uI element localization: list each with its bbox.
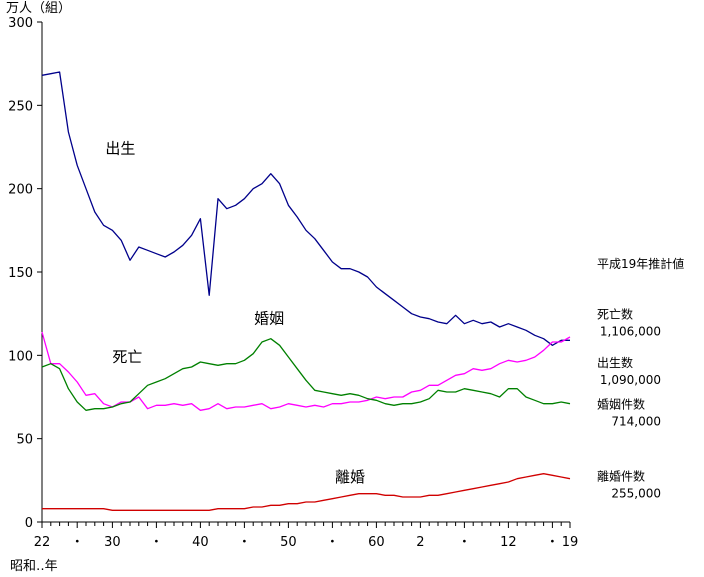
y-axis: 0 50 100 150 200 250 300 <box>8 16 43 531</box>
x-tick-label: 50 <box>280 535 297 550</box>
series-label: 死亡 <box>112 348 142 366</box>
estimate-label-name: 離婚件数 <box>597 468 645 483</box>
y-tick-label: 300 <box>8 16 33 31</box>
estimate-label-value: 255,000 <box>611 486 661 500</box>
series-line <box>41 71 570 346</box>
y-axis-label: 万人（組） <box>6 1 71 16</box>
series-line <box>41 331 571 411</box>
y-tick-label: 50 <box>16 433 33 448</box>
x-tick-label: 60 <box>368 535 385 550</box>
x-tick-label: ・ <box>71 535 84 550</box>
series-layer <box>41 71 571 511</box>
y-tick-label: 0 <box>25 516 33 531</box>
x-tick-label: 19 <box>562 535 579 550</box>
x-tick-label: 40 <box>192 535 209 550</box>
x-tick-label: ・ <box>150 535 163 550</box>
estimate-labels: 平成19年推計値 死亡数 1,106,000 出生数 1,090,000 婚姻件数 714… <box>597 256 684 500</box>
series-label: 婚姻 <box>254 310 284 328</box>
series-label: 離婚 <box>335 468 365 486</box>
series-label: 出生 <box>105 140 135 158</box>
x-tick-label: ・ <box>458 535 471 550</box>
y-tick-label: 250 <box>8 99 33 114</box>
series-line <box>42 473 571 511</box>
x-tick-label: 2 <box>416 535 424 550</box>
series-line <box>41 338 571 411</box>
x-tick-label: ・ <box>546 535 559 550</box>
y-tick-label: 150 <box>8 266 33 281</box>
x-axis-label: 昭和‥年 <box>10 559 58 574</box>
estimate-label-value: 1,106,000 <box>600 325 661 339</box>
x-tick-label: ・ <box>238 535 251 550</box>
estimate-label-name: 死亡数 <box>597 307 633 322</box>
x-tick-label: 22 <box>34 535 51 550</box>
estimate-label-value: 1,090,000 <box>600 373 661 387</box>
y-tick-label: 200 <box>8 183 33 198</box>
estimate-label-value: 714,000 <box>611 415 661 429</box>
y-tick-label: 100 <box>8 349 33 364</box>
estimate-label-name: 出生数 <box>597 355 633 370</box>
x-tick-label: ・ <box>326 535 339 550</box>
x-tick-label: 30 <box>104 535 121 550</box>
x-tick-label: 12 <box>500 535 517 550</box>
x-axis: 22 ・ 30 ・ 40 ・ 50 ・ 60 2 ・ 12 ・ 19 <box>34 521 579 550</box>
estimate-heading: 平成19年推計値 <box>597 256 684 271</box>
estimate-label-name: 婚姻件数 <box>597 397 645 412</box>
